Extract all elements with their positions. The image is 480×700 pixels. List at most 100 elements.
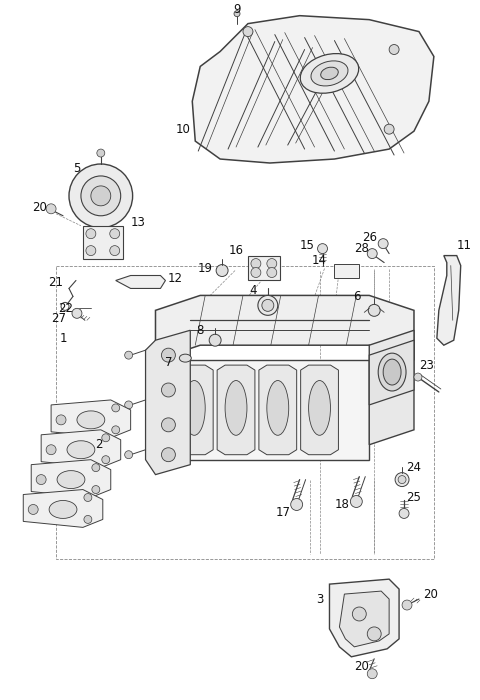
Ellipse shape	[77, 411, 105, 429]
Circle shape	[352, 607, 366, 621]
Circle shape	[84, 494, 92, 501]
Text: 27: 27	[51, 312, 67, 325]
Circle shape	[84, 515, 92, 524]
Circle shape	[251, 258, 261, 269]
Text: 13: 13	[131, 216, 146, 229]
Ellipse shape	[180, 354, 192, 362]
Circle shape	[389, 45, 399, 55]
Polygon shape	[339, 591, 389, 647]
Polygon shape	[329, 579, 399, 657]
Text: 14: 14	[312, 254, 327, 267]
Circle shape	[402, 600, 412, 610]
Ellipse shape	[49, 500, 77, 519]
Ellipse shape	[309, 381, 330, 435]
Circle shape	[161, 448, 175, 462]
Circle shape	[56, 415, 66, 425]
Text: 3: 3	[316, 593, 323, 606]
Text: 8: 8	[196, 324, 204, 337]
Text: 5: 5	[73, 162, 81, 176]
Polygon shape	[369, 330, 414, 444]
Circle shape	[86, 229, 96, 239]
Polygon shape	[116, 276, 166, 288]
Circle shape	[28, 505, 38, 514]
Circle shape	[234, 10, 240, 17]
Circle shape	[161, 418, 175, 432]
Polygon shape	[300, 365, 338, 455]
Circle shape	[243, 27, 253, 36]
Circle shape	[262, 300, 274, 312]
Circle shape	[69, 164, 132, 228]
Circle shape	[209, 334, 221, 346]
Text: 18: 18	[335, 498, 350, 511]
Polygon shape	[156, 360, 369, 460]
Circle shape	[291, 498, 302, 510]
Ellipse shape	[321, 67, 338, 80]
Polygon shape	[41, 430, 120, 468]
Text: 12: 12	[168, 272, 183, 285]
Text: 17: 17	[275, 506, 290, 519]
Text: 9: 9	[233, 4, 241, 16]
Text: 20: 20	[32, 202, 47, 214]
Circle shape	[112, 426, 120, 434]
Circle shape	[398, 475, 406, 484]
Ellipse shape	[57, 470, 85, 489]
Circle shape	[36, 475, 46, 484]
Circle shape	[125, 451, 132, 458]
Text: 1: 1	[60, 332, 67, 344]
Polygon shape	[156, 295, 414, 360]
Polygon shape	[145, 330, 190, 475]
Circle shape	[216, 265, 228, 277]
Circle shape	[350, 496, 362, 508]
Polygon shape	[369, 340, 414, 405]
Circle shape	[102, 434, 110, 442]
Circle shape	[112, 404, 120, 412]
Ellipse shape	[383, 359, 401, 385]
Polygon shape	[83, 225, 123, 258]
Text: 15: 15	[299, 239, 314, 252]
Polygon shape	[23, 489, 103, 527]
Text: 16: 16	[228, 244, 243, 257]
Polygon shape	[175, 365, 213, 455]
Polygon shape	[437, 256, 461, 345]
Circle shape	[367, 668, 377, 679]
Circle shape	[399, 508, 409, 519]
Text: 2: 2	[95, 438, 103, 452]
Text: 25: 25	[407, 491, 421, 504]
Text: 7: 7	[165, 356, 172, 369]
Polygon shape	[335, 264, 360, 279]
Circle shape	[395, 473, 409, 486]
Text: 6: 6	[354, 290, 361, 303]
Text: 10: 10	[176, 122, 191, 136]
Text: 20: 20	[423, 587, 438, 601]
Polygon shape	[217, 365, 255, 455]
Ellipse shape	[183, 381, 205, 435]
Circle shape	[46, 204, 56, 214]
Text: 11: 11	[456, 239, 471, 252]
Circle shape	[110, 229, 120, 239]
Text: 20: 20	[354, 660, 369, 673]
Circle shape	[97, 149, 105, 157]
Circle shape	[267, 267, 277, 277]
Circle shape	[161, 383, 175, 397]
Circle shape	[367, 627, 381, 641]
Polygon shape	[192, 15, 434, 163]
Circle shape	[46, 444, 56, 455]
Circle shape	[251, 267, 261, 277]
Circle shape	[91, 186, 111, 206]
Ellipse shape	[267, 381, 288, 435]
Ellipse shape	[225, 381, 247, 435]
Circle shape	[125, 351, 132, 359]
Circle shape	[102, 456, 110, 463]
Text: 4: 4	[249, 284, 257, 297]
Circle shape	[384, 124, 394, 134]
Circle shape	[110, 246, 120, 256]
Text: 22: 22	[59, 302, 73, 315]
Text: 28: 28	[354, 242, 369, 255]
Ellipse shape	[300, 54, 359, 93]
Ellipse shape	[378, 354, 406, 391]
Circle shape	[86, 246, 96, 256]
Circle shape	[92, 463, 100, 472]
Text: 26: 26	[362, 231, 377, 244]
Circle shape	[318, 244, 327, 253]
Circle shape	[367, 248, 377, 258]
